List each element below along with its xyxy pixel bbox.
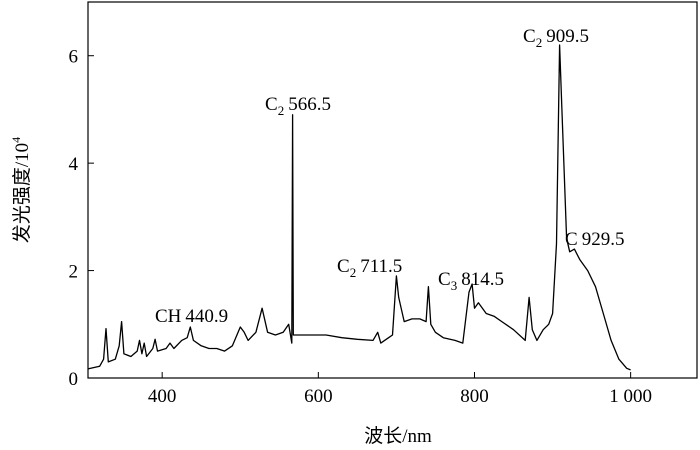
annotation-species: C: [565, 229, 578, 250]
annotation-species: C: [265, 94, 278, 115]
y-tick-label: 0: [69, 369, 79, 390]
y-tick-label: 2: [69, 262, 79, 283]
x-tick-label: 1 000: [609, 386, 652, 407]
x-tick-label: 800: [460, 386, 489, 407]
annotation-species: C: [337, 256, 350, 277]
plot-frame: [87, 1, 698, 379]
x-axis-label: 波长/nm: [364, 425, 432, 447]
annotation-wavelength: 929.5: [582, 229, 625, 250]
annotation-subscript: 2: [536, 35, 543, 50]
peak-annotation: C3 814.5: [438, 269, 504, 293]
annotation-subscript: 2: [278, 103, 285, 118]
peak-annotation: C2 711.5: [337, 256, 402, 280]
annotation-wavelength: 566.5: [288, 94, 331, 115]
peak-annotation: C 929.5: [565, 229, 624, 250]
y-axis-label: 发光强度/104: [9, 137, 33, 243]
y-tick-label: 6: [69, 47, 79, 68]
x-tick-label: 600: [304, 386, 333, 407]
annotation-wavelength: 711.5: [360, 256, 402, 277]
peak-annotation: CH 440.9: [155, 306, 228, 327]
annotation-wavelength: 814.5: [461, 269, 504, 290]
annotation-wavelength: 909.5: [546, 26, 589, 47]
annotation-species: C: [438, 269, 451, 290]
y-tick-label: 4: [69, 154, 79, 175]
y-axis-label-sup: 4: [9, 137, 23, 143]
annotation-subscript: 3: [451, 278, 458, 293]
y-axis-label-main: 发光强度/10: [11, 143, 33, 243]
peak-annotation: C2 566.5: [265, 94, 331, 118]
annotation-wavelength: 440.9: [185, 306, 228, 327]
annotation-subscript: 2: [350, 265, 357, 280]
spectrum-line: [87, 44, 631, 371]
annotation-species: C: [523, 26, 536, 47]
peak-annotation: C2 909.5: [523, 26, 589, 50]
x-tick-label: 400: [148, 386, 177, 407]
annotation-species: CH: [155, 306, 182, 327]
